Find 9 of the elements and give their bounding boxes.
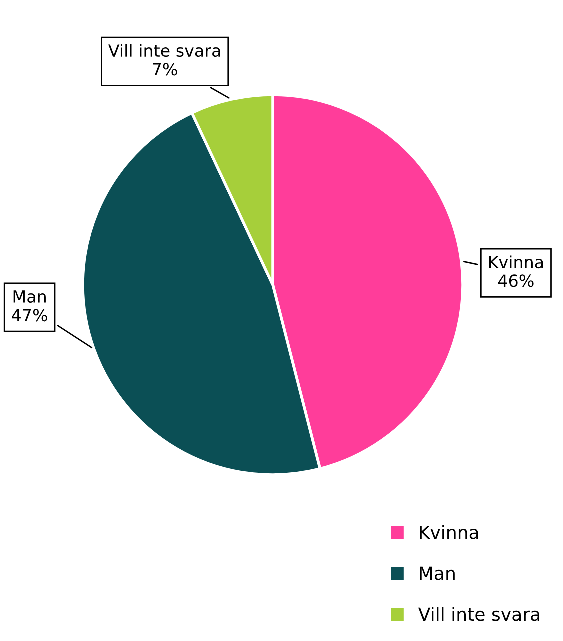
slice-label: Man bbox=[14, 290, 46, 304]
data-label: 7% bbox=[153, 63, 178, 76]
slice-label: Kvinna bbox=[489, 256, 544, 269]
data-label: 47% bbox=[12, 309, 48, 322]
legend-label: Kvinna bbox=[420, 525, 478, 540]
data-label: 46% bbox=[498, 274, 534, 288]
legend-label: Man bbox=[420, 566, 455, 580]
slice-label: Vill inte svara bbox=[108, 44, 220, 58]
legend-label: Vill inte svara bbox=[418, 607, 540, 622]
